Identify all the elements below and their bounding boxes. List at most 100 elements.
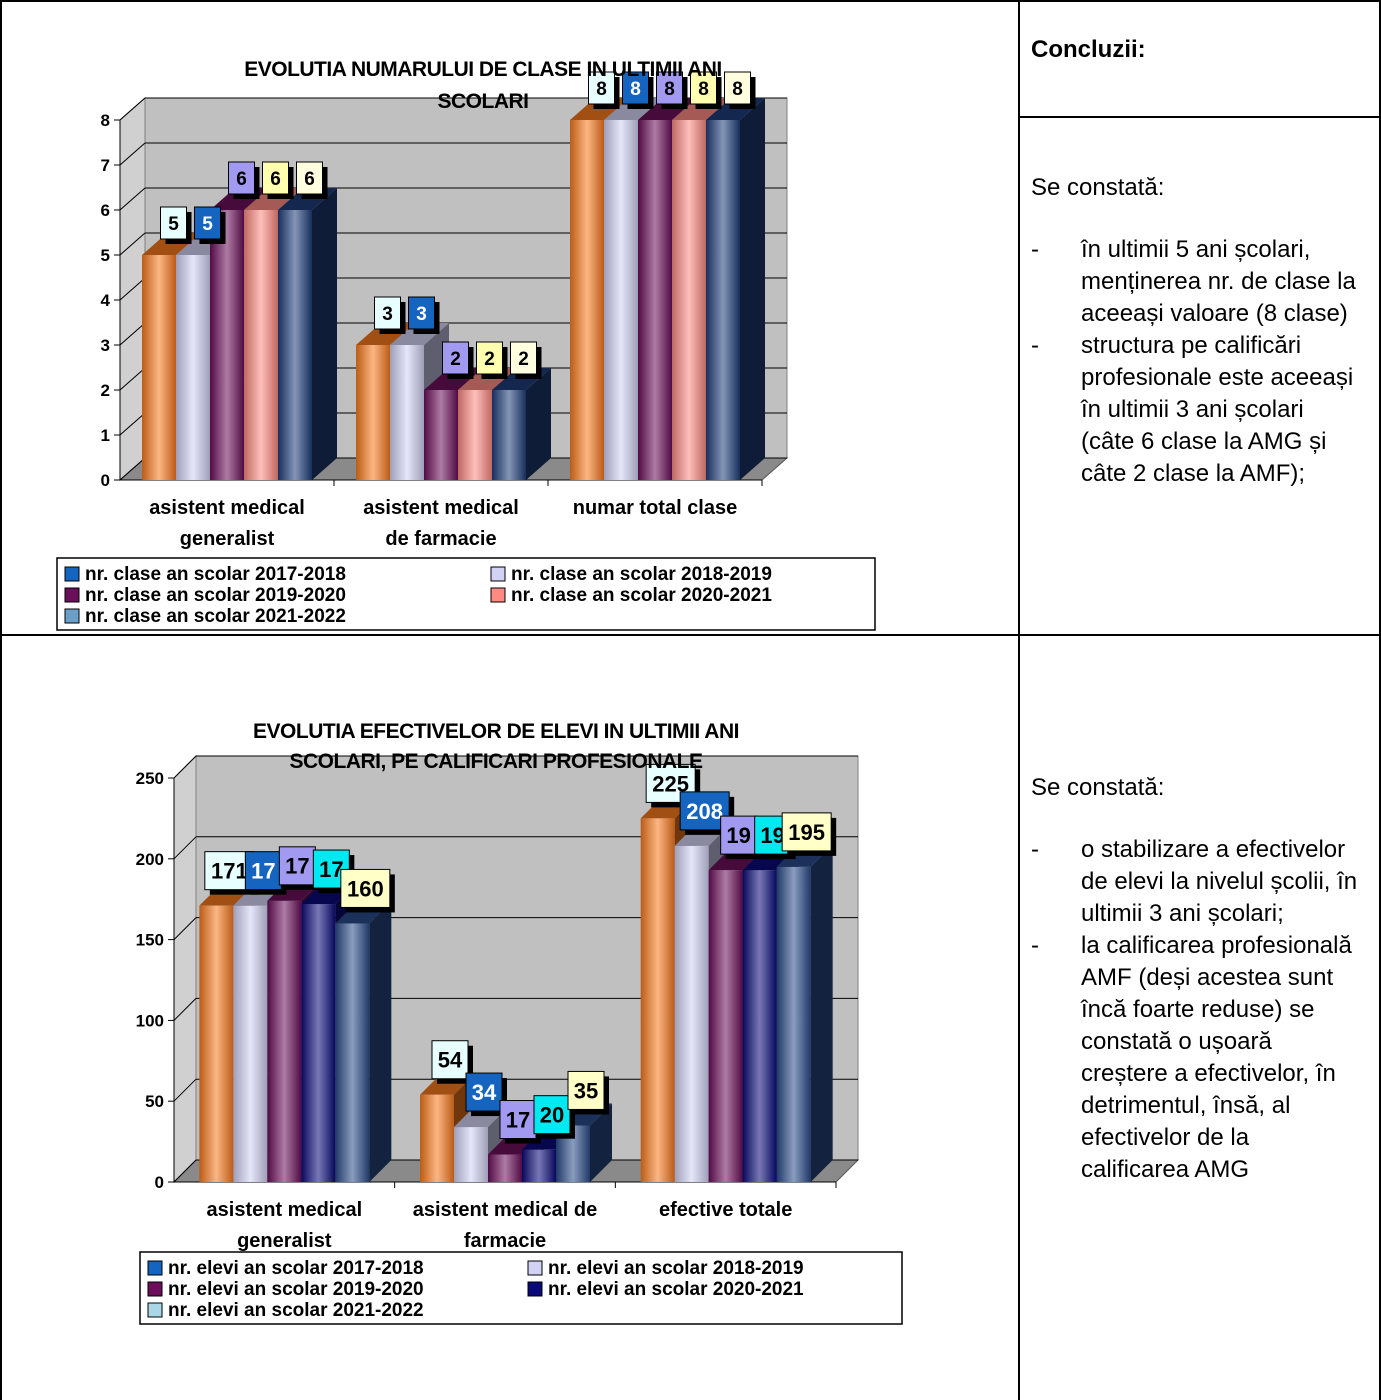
bar-front <box>570 120 604 480</box>
table-border-top <box>0 0 1381 2</box>
gridline-side <box>173 917 197 940</box>
bar-front <box>604 120 638 480</box>
bar-front <box>672 120 706 480</box>
students-chart: 0 50 100 150 200 250 asistent medical generalis… <box>0 700 980 1340</box>
data-label-text: 34 <box>472 1080 497 1105</box>
data-label-box <box>510 341 537 375</box>
chart-title: SCOLARI <box>438 90 529 113</box>
data-label-box <box>656 71 683 105</box>
legend-label: nr. elevi an scolar 2017-2018 <box>168 1258 424 1279</box>
data-label-box <box>278 846 316 886</box>
gridline-side <box>119 322 146 346</box>
bar-side <box>526 368 551 480</box>
list-item-text: structura pe calificări profesionale est… <box>1081 332 1354 487</box>
table-row-divider <box>0 634 1381 636</box>
chart-side-wall <box>173 754 197 1184</box>
data-label-text: 17 <box>251 859 275 884</box>
legend-swatch <box>64 608 80 624</box>
gridline-side <box>119 277 146 301</box>
list-item-text: la calificarea profesională AMF (deși ac… <box>1081 932 1352 1183</box>
list-item: - în ultimii 5 ani școlari, menținerea nr… <box>1031 234 1361 330</box>
data-label-box <box>262 161 289 195</box>
legend: nr. elevi an scolar 2017-2018 nr. elevi a… <box>139 1251 903 1325</box>
list-item: - la calificarea profesională AMF (deși a… <box>1031 930 1361 1186</box>
data-label-text: 17 <box>285 854 309 879</box>
gridline-side <box>173 1159 197 1183</box>
data-label-text: 6 <box>270 169 281 190</box>
bar-front <box>335 923 370 1182</box>
bar-front <box>492 390 526 480</box>
data-label-box <box>588 71 615 105</box>
bar-front <box>420 1094 454 1182</box>
legend-label: nr. clase an scolar 2018-2019 <box>511 564 772 585</box>
data-label-text: 6 <box>304 169 315 190</box>
classes-chart-svg: 0 1 2 3 4 5 6 7 8 asistent medical generalist asist… <box>56 58 876 631</box>
conclusions-list: - în ultimii 5 ani școlari, menținerea nr… <box>1031 234 1361 490</box>
y-tick-label: 0 <box>101 471 110 490</box>
bar-front <box>424 390 458 480</box>
bar-front <box>638 120 672 480</box>
data-label-text: 20 <box>540 1103 564 1128</box>
bar <box>278 188 337 480</box>
bar-side <box>740 98 765 480</box>
legend-swatch <box>490 566 506 582</box>
y-tick-label: 3 <box>101 336 110 355</box>
legend-swatch <box>527 1281 543 1297</box>
y-tick-label: 0 <box>155 1173 164 1192</box>
y-tick-label: 2 <box>101 381 110 400</box>
y-tick-label: 8 <box>101 111 110 130</box>
data-label-box <box>340 868 391 908</box>
data-label-text: 195 <box>788 820 825 845</box>
y-tick-label: 7 <box>101 156 110 175</box>
table-border-left <box>0 0 2 1400</box>
gridline-side <box>173 998 197 1021</box>
conclusions-block-students: Se constată: - o stabilizare a efectivelo… <box>1031 772 1361 1186</box>
data-label-text: 208 <box>686 799 723 824</box>
x-category-label: de farmacie <box>385 528 496 550</box>
legend-swatch <box>64 587 80 603</box>
data-label: 20 <box>533 1095 575 1139</box>
conclusions-intro: Se constată: <box>1031 174 1165 201</box>
bar <box>335 901 392 1182</box>
gridline-side <box>119 187 146 211</box>
legend-label: nr. clase an scolar 2020-2021 <box>511 585 772 606</box>
dash-bullet: - <box>1031 932 1039 959</box>
bar-front <box>488 1154 522 1182</box>
x-category-label: numar total clase <box>573 497 738 519</box>
data-label-text: 8 <box>630 79 641 100</box>
bar-front <box>522 1149 556 1182</box>
data-label-text: 2 <box>518 349 529 370</box>
legend-box <box>56 557 876 631</box>
data-label-text: 160 <box>347 876 384 901</box>
x-category-label: generalist <box>180 528 275 550</box>
data-label-text: 6 <box>236 169 247 190</box>
gridline-side <box>119 367 146 391</box>
bar-front <box>458 390 492 480</box>
legend-box <box>139 1251 903 1325</box>
data-label-text: 17 <box>506 1107 530 1132</box>
gridline-side <box>119 97 146 121</box>
gridline-side <box>173 836 197 860</box>
data-label-text: 35 <box>574 1078 598 1103</box>
legend-label: nr. elevi an scolar 2020-2021 <box>548 1279 804 1300</box>
x-category-label: farmacie <box>464 1230 546 1252</box>
x-category-label: asistent medical <box>363 497 519 519</box>
y-tick-label: 250 <box>136 769 164 788</box>
conclusions-intro: Se constată: <box>1031 774 1165 801</box>
bar-front <box>708 870 743 1182</box>
bar-front <box>233 905 268 1182</box>
data-label: 195 <box>781 812 837 856</box>
legend-label: nr. elevi an scolar 2019-2020 <box>168 1279 424 1300</box>
gridline-side <box>119 457 146 481</box>
data-label: 8 <box>622 71 654 109</box>
data-label: 2 <box>476 341 508 379</box>
classes-chart: 0 1 2 3 4 5 6 7 8 asistent medical generalist asist… <box>0 40 900 640</box>
gridline-side <box>173 1078 197 1102</box>
bar-side <box>369 901 392 1182</box>
x-category-label: asistent medical <box>207 1199 363 1221</box>
data-label-box <box>499 1100 537 1140</box>
data-label-text: 17 <box>319 857 343 882</box>
data-label: 54 <box>431 1040 473 1084</box>
data-label-box <box>781 812 832 852</box>
bar-front <box>301 904 336 1182</box>
